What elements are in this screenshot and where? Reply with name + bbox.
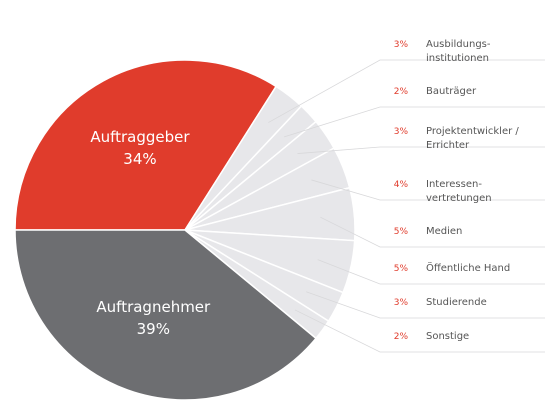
slice-label: Auftragnehmer	[96, 297, 211, 316]
pie-slice	[14, 229, 318, 401]
leader-line	[268, 59, 545, 123]
leader-line	[294, 309, 545, 353]
category-label: Ausbildungs- institutionen	[426, 39, 491, 64]
value-label: 5%	[393, 227, 408, 237]
leader-line	[297, 146, 545, 154]
value-label: 3%	[393, 127, 408, 137]
slice-value: 34%	[123, 150, 157, 169]
leader-line	[306, 291, 545, 319]
leader-line	[284, 106, 545, 138]
category-label: Medien	[426, 226, 463, 237]
category-label: Öffentliche Hand	[426, 263, 511, 274]
category-label: Projektentwickler / Errichter	[426, 126, 519, 151]
category-label: Bauträger	[426, 86, 477, 97]
slice-value: 39%	[136, 319, 170, 338]
value-label: 5%	[393, 264, 408, 274]
value-label: 2%	[393, 87, 408, 97]
slice-label: Auftraggeber	[90, 128, 190, 147]
pie-slice	[14, 59, 278, 231]
leader-line	[320, 216, 545, 248]
value-label: 3%	[393, 298, 408, 308]
leader-line	[311, 179, 545, 201]
value-label: 3%	[393, 40, 408, 50]
category-label: Interessen- vertretungen	[426, 179, 492, 204]
category-label: Sonstige	[426, 331, 470, 342]
category-label: Studierende	[426, 297, 487, 308]
value-label: 4%	[393, 180, 408, 190]
leader-line	[317, 259, 545, 285]
value-label: 2%	[393, 332, 408, 342]
